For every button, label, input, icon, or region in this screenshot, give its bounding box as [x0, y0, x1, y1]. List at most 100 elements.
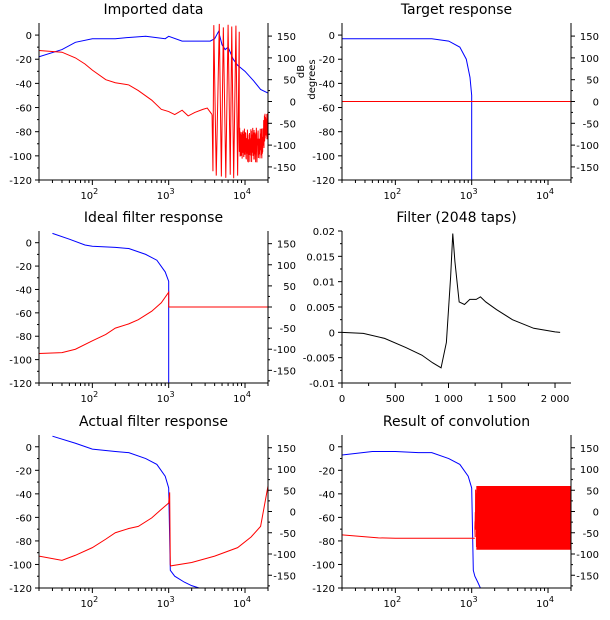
y-right-tick-label: -100 [273, 141, 296, 152]
right-axis-label-db: dB [296, 65, 307, 78]
y-right-tick-label: 100 [580, 54, 599, 65]
y-tick-label: -60 [16, 104, 32, 115]
y-tick-label: 0 [26, 31, 32, 42]
chart-title: Imported data [104, 2, 204, 18]
x-tick-label: 500 [386, 394, 405, 405]
y-tick-label: -20 [319, 466, 335, 477]
x-tick-label: 104 [233, 187, 251, 202]
y-right-tick-label: 100 [580, 465, 599, 476]
y-right-tick-label: -50 [583, 119, 599, 130]
series-group [342, 450, 571, 588]
y-right-tick-label: -50 [280, 119, 296, 130]
y-tick-label: -120 [312, 176, 335, 187]
y-right-tick-label: -150 [273, 571, 296, 582]
y-tick-label: -60 [16, 513, 32, 524]
y-tick-label: -80 [319, 128, 335, 139]
x-tick-label: 103 [157, 187, 175, 202]
y-tick-label: -120 [9, 176, 32, 187]
series-line-0 [52, 435, 200, 588]
y-right-tick-label: 0 [290, 303, 296, 314]
y-right-tick-label: 0 [593, 508, 599, 519]
y-right-tick-label: 100 [277, 261, 296, 272]
y-tick-label: -80 [16, 537, 32, 548]
y-right-tick-label: -100 [273, 345, 296, 356]
series-line-0 [52, 232, 170, 383]
y-right-tick-label: 50 [283, 486, 296, 497]
series-line-1 [39, 290, 268, 354]
series-band-2 [476, 486, 571, 550]
y-tick-label: -60 [319, 513, 335, 524]
y-tick-label: -40 [16, 490, 32, 501]
y-right-tick-label: 50 [586, 76, 599, 87]
y-tick-label: -100 [312, 152, 335, 163]
y-tick-label: -40 [319, 490, 335, 501]
y-tick-label: 0 [329, 328, 335, 339]
y-right-tick-label: 0 [593, 98, 599, 109]
y-right-tick-label: 50 [586, 486, 599, 497]
axes: 0 -20 -40 -60 -80 -100 -120 150 100 50 0 -50 -100 -15… [312, 435, 599, 610]
y-tick-label: -40 [16, 285, 32, 296]
series-line-0 [342, 233, 561, 369]
right-axis-label-degrees: degrees [307, 59, 318, 99]
y-right-tick-label: -50 [583, 529, 599, 540]
y-right-tick-label: -100 [273, 550, 296, 561]
x-tick-label: 102 [383, 595, 401, 610]
y-tick-label: -100 [312, 560, 335, 571]
chart-title: Actual filter response [79, 414, 228, 430]
y-tick-label: -100 [9, 560, 32, 571]
x-tick-label: 103 [157, 390, 175, 405]
y-right-tick-label: -150 [576, 163, 599, 174]
series-line-0 [39, 30, 268, 94]
y-right-tick-label: 150 [277, 32, 296, 43]
x-tick-label: 2 000 [541, 394, 570, 405]
chart-title: Filter (2048 taps) [396, 210, 516, 226]
x-tick-label: 104 [233, 390, 251, 405]
chart-title: Target response [400, 2, 512, 18]
y-tick-label: -0.01 [309, 379, 335, 390]
y-right-tick-label: -100 [576, 141, 599, 152]
x-tick-label: 103 [460, 595, 478, 610]
series-line-1 [39, 485, 268, 567]
y-tick-label: 0 [26, 239, 32, 250]
series-group [342, 233, 561, 369]
y-tick-label: 0.005 [306, 303, 335, 314]
y-right-tick-label: -150 [576, 571, 599, 582]
y-right-tick-label: 50 [283, 282, 296, 293]
y-tick-label: -0.005 [303, 354, 335, 365]
y-right-tick-label: -100 [576, 550, 599, 561]
axes: 0 -20 -40 -60 -80 -100 -120 150 100 50 0 -50 -100 -15… [9, 23, 318, 202]
y-tick-label: -40 [319, 79, 335, 90]
series-line-2 [211, 23, 268, 179]
x-tick-label: 103 [460, 187, 478, 202]
y-tick-label: 0 [26, 443, 32, 454]
series-group [39, 232, 268, 383]
y-tick-label: 0 [329, 443, 335, 454]
y-right-tick-label: -150 [273, 163, 296, 174]
y-tick-label: -120 [9, 584, 32, 595]
x-tick-label: 1 500 [487, 394, 516, 405]
x-tick-label: 102 [383, 187, 401, 202]
chart-ideal: Ideal filter response 0 -20 -40 -60 -80 -100 -1… [9, 210, 296, 405]
x-tick-label: 102 [80, 187, 98, 202]
y-tick-label: -80 [16, 332, 32, 343]
y-tick-label: -60 [16, 309, 32, 320]
x-tick-label: 104 [536, 595, 554, 610]
series-line-0 [342, 38, 473, 180]
chart-taps: Filter (2048 taps) 0.02 0.015 0.01 0.005 0 -0.… [303, 210, 571, 405]
y-right-tick-label: 100 [277, 54, 296, 65]
y-tick-label: -20 [16, 262, 32, 273]
y-right-tick-label: -150 [273, 366, 296, 377]
series-line-2-edge [474, 487, 479, 548]
y-tick-label: 0.02 [313, 227, 335, 238]
y-right-tick-label: -50 [280, 324, 296, 335]
axes: 0.02 0.015 0.01 0.005 0 -0.005 -0.01 0 500 1 000 1… [303, 227, 571, 405]
series-line-1 [39, 49, 213, 117]
y-tick-label: 0.01 [313, 278, 335, 289]
y-right-tick-label: 0 [290, 98, 296, 109]
y-tick-label: -100 [9, 152, 32, 163]
y-tick-label: 0.015 [306, 252, 335, 263]
series-group [39, 435, 268, 588]
y-tick-label: -40 [16, 79, 32, 90]
chart-actual: Actual filter response 0 -20 -40 -60 -80 -100 -… [9, 414, 296, 610]
y-tick-label: -20 [319, 55, 335, 66]
